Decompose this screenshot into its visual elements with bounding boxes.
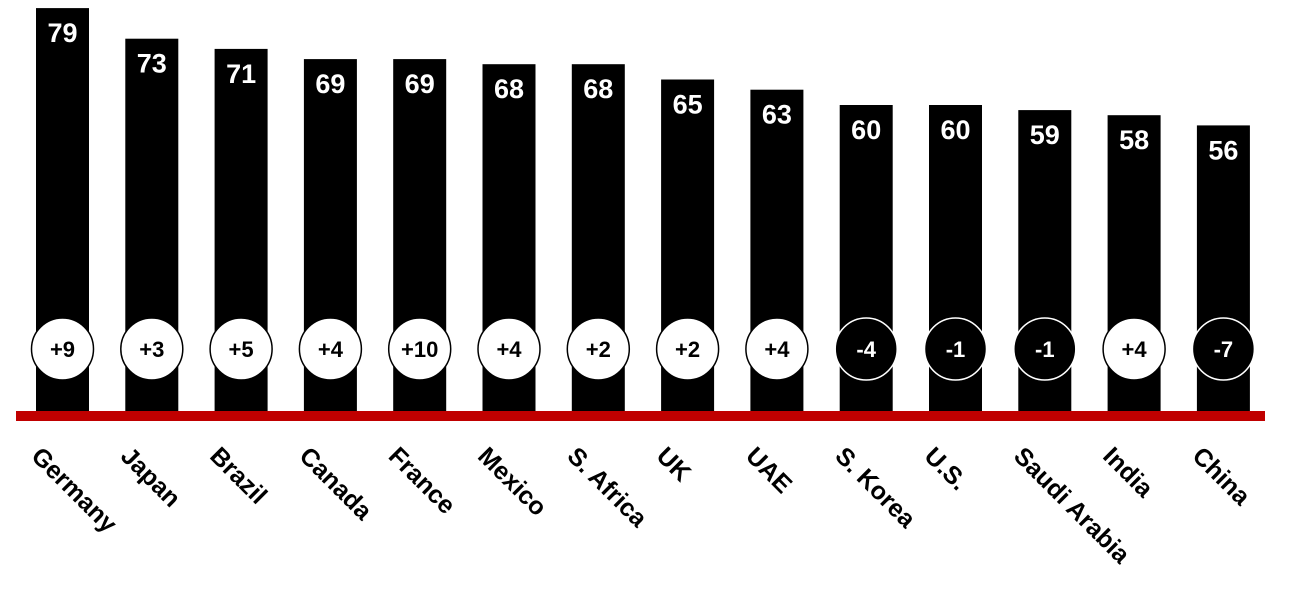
category-label: Canada	[294, 442, 378, 526]
baseline-axis	[16, 411, 1265, 421]
bar-value-label: 69	[405, 69, 435, 99]
category-label: Germany	[26, 442, 123, 539]
bar-value-label: 68	[494, 74, 524, 104]
change-label: +4	[496, 337, 522, 362]
change-badge-positive	[1102, 317, 1166, 381]
bar-value-label: 73	[137, 49, 167, 79]
category-label: Japan	[115, 442, 186, 513]
change-label: -1	[946, 337, 966, 362]
category-label: Mexico	[472, 442, 552, 522]
bar-value-label: 60	[940, 115, 970, 145]
change-label: +9	[50, 337, 75, 362]
change-badge-positive	[387, 317, 452, 381]
change-label: +10	[401, 337, 438, 362]
change-label: +4	[1122, 337, 1148, 362]
category-label: India	[1097, 442, 1159, 504]
change-badge-positive	[120, 317, 184, 381]
category-label: Brazil	[204, 442, 272, 510]
category-label: UK	[651, 442, 696, 487]
category-label: S. Korea	[830, 442, 922, 534]
change-label: -4	[856, 337, 876, 362]
change-label: +3	[139, 337, 164, 362]
change-badge-positive	[477, 317, 541, 381]
change-label: +2	[675, 337, 700, 362]
change-label: -7	[1214, 337, 1234, 362]
bar-value-label: 56	[1208, 135, 1238, 165]
change-badge-negative	[834, 317, 898, 381]
change-label: +2	[586, 337, 611, 362]
change-badge-negative	[923, 317, 988, 381]
change-badge-positive	[298, 317, 363, 381]
change-label: +4	[318, 337, 344, 362]
change-badges-layer: +9 +3 +5 +4 +10 +4 +2 +2 +4 -4 -1 -1 +4 -7	[30, 317, 1256, 381]
category-label: U.S.	[919, 442, 973, 496]
bar-value-label: 71	[226, 59, 256, 89]
change-badge-positive	[209, 317, 273, 381]
category-label: S. Africa	[562, 442, 654, 534]
bar-value-label: 79	[47, 18, 77, 48]
bar-value-label: 60	[851, 115, 881, 145]
change-label: +4	[764, 337, 790, 362]
bar-value-label: 65	[673, 90, 703, 120]
change-label: -1	[1035, 337, 1055, 362]
change-badge-negative	[1191, 317, 1256, 381]
change-badge-positive	[655, 317, 720, 381]
change-badge-positive	[745, 317, 809, 381]
bar-value-label: 58	[1119, 125, 1149, 155]
bar-value-label: 59	[1030, 120, 1060, 150]
category-label: UAE	[740, 442, 797, 499]
change-label: +5	[229, 337, 254, 362]
category-label: China	[1187, 442, 1257, 512]
bar-value-label: 68	[583, 74, 613, 104]
bar-value-label: 63	[762, 100, 792, 130]
category-label: France	[383, 442, 461, 520]
change-badge-positive	[30, 317, 95, 381]
change-badge-positive	[566, 317, 631, 381]
bar-value-label: 69	[315, 69, 345, 99]
change-badge-negative	[1013, 317, 1077, 381]
